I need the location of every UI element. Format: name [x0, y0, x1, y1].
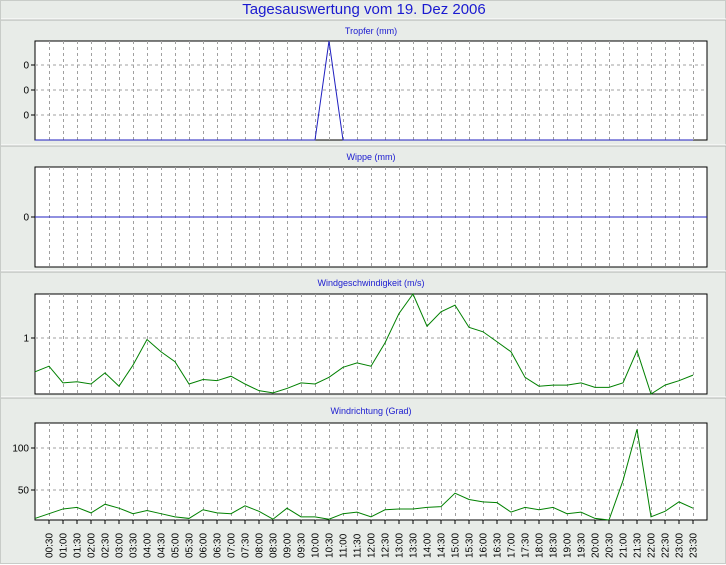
xtick-label: 14:30 [437, 533, 448, 558]
xtick-label: 15:30 [465, 533, 476, 558]
panel-2-ytick-label: 0 [23, 213, 29, 224]
xtick-label: 16:00 [479, 533, 490, 558]
xtick-label: 20:30 [605, 533, 616, 558]
xtick-label: 21:00 [619, 533, 630, 558]
xtick-label: 05:30 [185, 533, 196, 558]
xtick-label: 08:30 [269, 533, 280, 558]
xtick-label: 09:30 [297, 533, 308, 558]
xtick-label: 02:00 [87, 533, 98, 558]
panel-3-ytick-label: 1 [23, 334, 29, 345]
xtick-label: 13:30 [409, 533, 420, 558]
xtick-label: 19:30 [577, 533, 588, 558]
xtick-label: 20:00 [591, 533, 602, 558]
page-title: Tagesauswertung vom 19. Dez 2006 [242, 1, 486, 18]
xtick-label: 16:30 [493, 533, 504, 558]
xtick-label: 23:30 [689, 533, 700, 558]
xtick-label: 06:00 [199, 533, 210, 558]
xtick-label: 17:30 [521, 533, 532, 558]
xtick-label: 23:00 [675, 533, 686, 558]
panel-4-ytick-label: 100 [12, 444, 29, 455]
xtick-label: 15:00 [451, 533, 462, 558]
xtick-label: 22:00 [647, 533, 658, 558]
xtick-label: 18:30 [549, 533, 560, 558]
xtick-label: 03:30 [129, 533, 140, 558]
xtick-label: 14:00 [423, 533, 434, 558]
xtick-label: 05:00 [171, 533, 182, 558]
xtick-label: 12:00 [367, 533, 378, 558]
panel-4-series-line [34, 429, 694, 521]
xtick-label: 09:00 [283, 533, 294, 558]
xtick-label: 03:00 [115, 533, 126, 558]
xtick-label: 02:30 [101, 533, 112, 558]
xtick-label: 19:00 [563, 533, 574, 558]
panel-3-series-line [34, 292, 694, 395]
xtick-label: 08:00 [255, 533, 266, 558]
panel-3-title: Windgeschwindigkeit (m/s) [317, 278, 424, 288]
xtick-label: 12:30 [381, 533, 392, 558]
xtick-label: 22:30 [661, 533, 672, 558]
xtick-label: 04:30 [157, 533, 168, 558]
xtick-label: 17:00 [507, 533, 518, 558]
xtick-label: 04:00 [143, 533, 154, 558]
xtick-label: 11:00 [339, 533, 350, 558]
panel-1-title: Tropfer (mm) [345, 26, 397, 36]
panel-4-title: Windrichtung (Grad) [330, 406, 411, 416]
xtick-label: 21:30 [633, 533, 644, 558]
panel-1-ytick-label: 0 [23, 61, 29, 72]
panel-1-ytick-label: 0 [23, 86, 29, 97]
xtick-label: 11:30 [353, 533, 364, 558]
xtick-label: 01:00 [59, 533, 70, 558]
xtick-label: 06:30 [213, 533, 224, 558]
xtick-label: 01:30 [73, 533, 84, 558]
xtick-label: 13:00 [395, 533, 406, 558]
xtick-label: 07:30 [241, 533, 252, 558]
xtick-label: 00:30 [45, 533, 56, 558]
panel-1-ytick-label: 0 [23, 111, 29, 122]
xtick-label: 07:00 [227, 533, 238, 558]
panel-4-ytick-label: 50 [18, 486, 30, 497]
xtick-label: 18:00 [535, 533, 546, 558]
xtick-label: 10:00 [311, 533, 322, 558]
xtick-label: 10:30 [325, 533, 336, 558]
panel-1-series-line [35, 40, 693, 141]
panel-2-title: Wippe (mm) [347, 152, 396, 162]
